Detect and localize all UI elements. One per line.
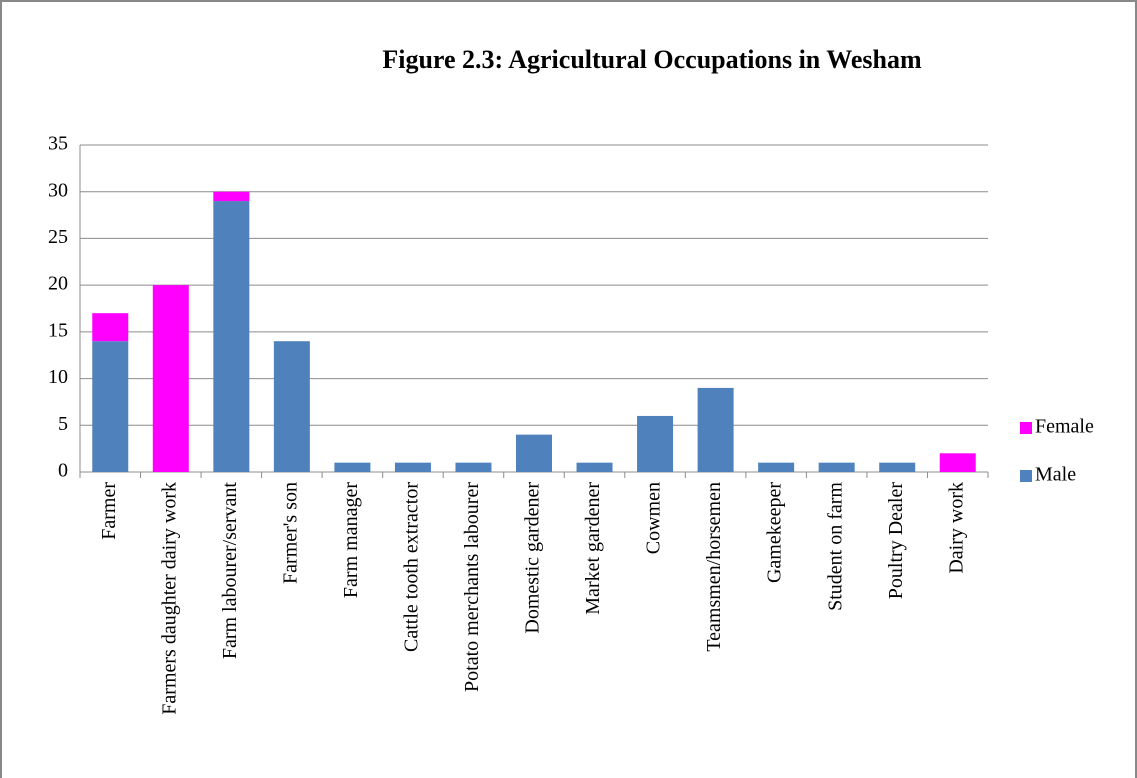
bar-segment: [818, 462, 855, 472]
bar-segment: [273, 341, 310, 472]
x-tick-label: Farmers daughter dairy work: [158, 482, 180, 715]
x-tick-label: Farm manager: [340, 482, 362, 598]
legend-swatch: [1020, 422, 1032, 434]
x-tick-label: Cattle tooth extractor: [401, 482, 423, 652]
x-tick-label: Farmer: [98, 482, 120, 540]
bar-segment: [334, 462, 371, 472]
bar-segment: [697, 387, 734, 472]
x-tick-label: Potato merchants labourer: [461, 482, 483, 692]
y-tick-label: 0: [58, 460, 68, 482]
legend-swatch: [1020, 470, 1032, 482]
bar-segment: [939, 453, 976, 472]
x-tick-label: Dairy work: [945, 482, 967, 574]
x-tick-label: Farmer's son: [279, 482, 301, 584]
x-tick-label: Cowmen: [643, 482, 665, 554]
x-tick-label: Farm labourer/servant: [219, 482, 241, 660]
bar-segment: [394, 462, 431, 472]
y-tick-label: 30: [48, 179, 68, 201]
legend-label: Male: [1035, 464, 1076, 486]
y-tick-label: 20: [48, 273, 68, 295]
bar-segment: [879, 462, 916, 472]
x-tick-label: Market gardener: [582, 482, 604, 615]
y-tick-label: 35: [48, 133, 68, 155]
bar-segment: [576, 462, 613, 472]
bar-segment: [152, 285, 189, 472]
bar-segment: [213, 201, 250, 473]
chart-title: Figure 2.3: Agricultural Occupations in …: [382, 45, 922, 74]
bar-segment: [213, 191, 250, 202]
x-tick-label: Domestic gardener: [522, 482, 544, 634]
y-tick-label: 5: [58, 413, 68, 435]
y-tick-label: 15: [48, 319, 68, 341]
bar-segment: [516, 434, 552, 472]
bar-segment: [92, 341, 129, 472]
legend-label: Female: [1035, 416, 1094, 438]
x-tick-label: Gamekeeper: [764, 482, 786, 583]
x-tick-label: Poultry Dealer: [885, 482, 907, 600]
bar-segment: [637, 415, 674, 472]
x-tick-label: Student on farm: [824, 482, 846, 611]
x-tick-label: Teamsmen/horsemen: [703, 482, 725, 652]
bar-segment: [455, 462, 492, 472]
y-tick-label: 25: [48, 226, 68, 248]
bar-segment: [92, 313, 129, 342]
bar-segment: [758, 462, 795, 472]
y-tick-label: 10: [48, 366, 68, 388]
